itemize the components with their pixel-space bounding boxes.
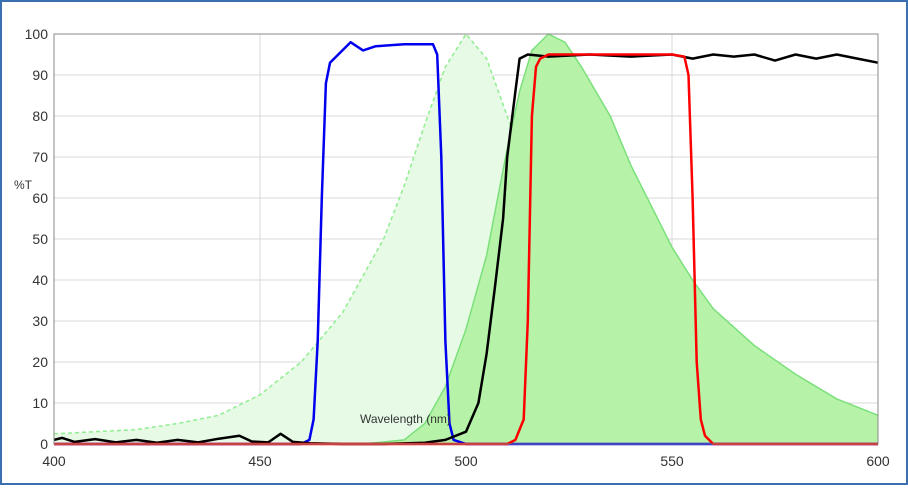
x-tick-label: 400 [42, 453, 66, 469]
y-axis-label: %T [14, 178, 33, 192]
x-tick-label: 500 [454, 453, 478, 469]
y-tick-label: 90 [32, 67, 48, 83]
y-tick-label: 30 [32, 313, 48, 329]
y-tick-label: 10 [32, 395, 48, 411]
line-series [53, 40, 879, 446]
line-series-3 [53, 53, 879, 446]
y-tick-label: 100 [25, 26, 49, 42]
x-axis-ticks: 400 450 500 550 600 [42, 453, 890, 469]
line-series-4 [54, 53, 878, 446]
y-tick-label: 70 [32, 149, 48, 165]
line-series-2 [54, 40, 878, 446]
x-tick-label: 450 [248, 453, 272, 469]
y-tick-label: 60 [32, 190, 48, 206]
plot-area-border [53, 33, 879, 445]
y-tick-label: 20 [32, 354, 48, 370]
x-axis-label: Wavelength (nm) [360, 412, 451, 426]
y-tick-label: 50 [32, 231, 48, 247]
y-tick-label: 40 [32, 272, 48, 288]
area-fill-series-0 [54, 34, 878, 444]
y-tick-label: 80 [32, 108, 48, 124]
y-tick-label: 0 [40, 436, 48, 452]
x-tick-label: 550 [660, 453, 684, 469]
y-axis-ticks: 0 10 20 30 40 50 60 70 80 90 100 [25, 26, 49, 452]
x-tick-label: 600 [866, 453, 890, 469]
